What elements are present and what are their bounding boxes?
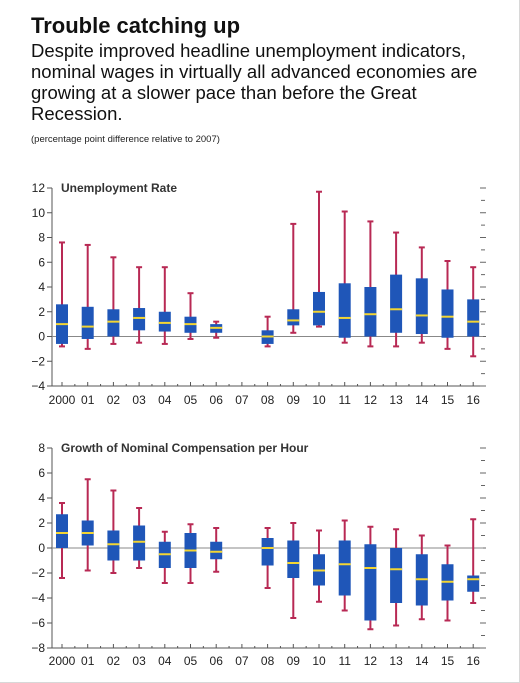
y-tick-label: −2 — [31, 566, 45, 580]
y-tick-label: 2 — [38, 305, 45, 319]
box — [261, 538, 274, 566]
box — [467, 575, 480, 592]
box — [287, 309, 300, 326]
x-tick-label: 15 — [441, 654, 455, 668]
box — [415, 278, 428, 335]
figure-note: (percentage point difference relative to… — [31, 134, 220, 145]
y-tick-label: 0 — [38, 330, 45, 344]
x-tick-label: 15 — [441, 393, 455, 407]
y-tick-label: 6 — [38, 255, 45, 269]
x-tick-label: 07 — [235, 393, 249, 407]
x-tick-label: 14 — [415, 393, 429, 407]
box — [390, 548, 403, 603]
x-tick-label: 05 — [184, 654, 198, 668]
y-tick-label: 6 — [38, 466, 45, 480]
box — [107, 309, 120, 337]
box — [467, 299, 480, 337]
y-tick-label: 2 — [38, 516, 45, 530]
x-tick-label: 01 — [81, 393, 95, 407]
panel-title: Unemployment Rate — [61, 181, 177, 195]
x-tick-label: 04 — [158, 654, 172, 668]
box — [287, 540, 300, 578]
box — [107, 530, 120, 561]
y-tick-label: 12 — [32, 181, 46, 195]
panel-title: Growth of Nominal Compensation per Hour — [61, 441, 309, 455]
x-tick-label: 09 — [287, 654, 301, 668]
y-tick-label: 8 — [38, 231, 45, 245]
x-tick-label: 08 — [261, 654, 275, 668]
x-tick-label: 16 — [467, 393, 481, 407]
x-tick-label: 2000 — [49, 393, 76, 407]
x-tick-label: 12 — [364, 393, 378, 407]
x-tick-label: 09 — [287, 393, 301, 407]
x-tick-label: 11 — [338, 393, 351, 407]
box — [338, 540, 351, 596]
x-tick-label: 08 — [261, 393, 275, 407]
y-tick-label: 8 — [38, 441, 45, 455]
figure-subtitle: Despite improved headline unemployment i… — [31, 40, 478, 124]
y-tick-label: 0 — [38, 541, 45, 555]
x-tick-label: 03 — [132, 393, 146, 407]
y-tick-label: 4 — [38, 491, 45, 505]
box — [364, 287, 377, 337]
box — [313, 291, 325, 326]
x-tick-label: 10 — [312, 393, 326, 407]
x-tick-label: 07 — [235, 654, 249, 668]
x-tick-label: 01 — [81, 654, 95, 668]
figure-title: Trouble catching up — [31, 13, 241, 38]
y-tick-label: −2 — [31, 354, 45, 368]
box — [133, 308, 146, 331]
box — [81, 306, 94, 339]
y-tick-label: 4 — [38, 280, 45, 294]
box — [133, 525, 146, 561]
x-tick-label: 10 — [312, 654, 326, 668]
box — [56, 514, 68, 548]
x-tick-label: 05 — [184, 393, 198, 407]
x-tick-label: 02 — [107, 654, 121, 668]
box — [441, 289, 454, 338]
x-tick-label: 12 — [364, 654, 378, 668]
x-tick-label: 06 — [210, 393, 224, 407]
x-tick-label: 02 — [107, 393, 121, 407]
y-tick-label: −6 — [31, 616, 45, 630]
x-tick-label: 03 — [132, 654, 146, 668]
box — [158, 311, 171, 332]
x-tick-label: 14 — [415, 654, 429, 668]
box — [390, 274, 403, 333]
box — [210, 541, 223, 560]
y-tick-label: −8 — [31, 641, 45, 655]
x-tick-label: 04 — [158, 393, 172, 407]
x-tick-label: 11 — [338, 654, 351, 668]
x-tick-label: 13 — [389, 393, 403, 407]
x-tick-label: 16 — [467, 654, 481, 668]
y-tick-label: 10 — [32, 206, 46, 220]
box — [338, 283, 351, 338]
box — [364, 544, 377, 621]
x-tick-label: 2000 — [49, 654, 76, 668]
x-tick-label: 13 — [389, 654, 403, 668]
x-tick-label: 06 — [210, 654, 224, 668]
y-tick-label: −4 — [31, 379, 45, 393]
y-tick-label: −4 — [31, 591, 45, 605]
